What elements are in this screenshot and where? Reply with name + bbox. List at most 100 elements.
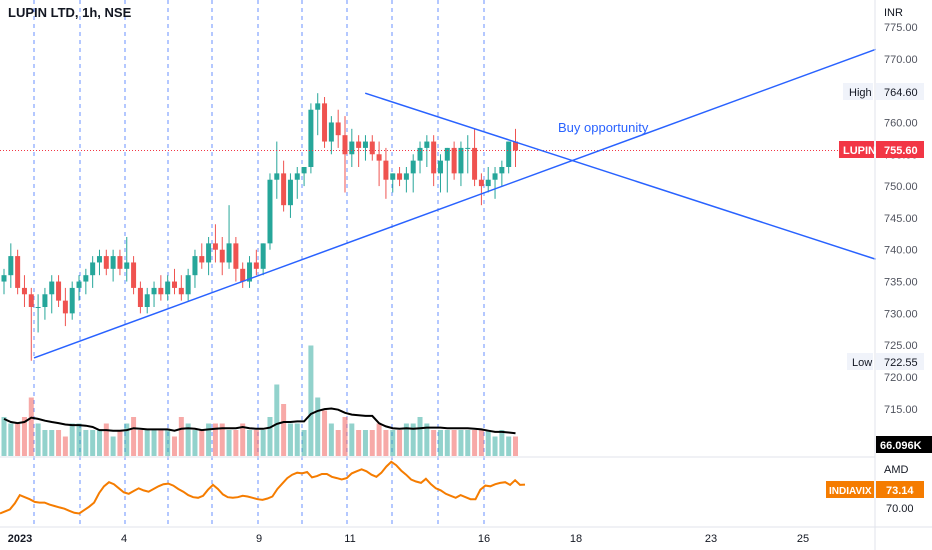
candle-body[interactable] — [274, 173, 280, 180]
candle-body[interactable] — [35, 307, 41, 308]
candle-body[interactable] — [499, 167, 505, 174]
candle-body[interactable] — [253, 262, 259, 269]
volume-bar — [90, 430, 96, 456]
candle-body[interactable] — [172, 281, 177, 288]
volume-bar — [315, 397, 321, 456]
candle-body[interactable] — [212, 243, 218, 250]
candle-body[interactable] — [369, 141, 375, 155]
candle-body[interactable] — [287, 179, 293, 206]
candle-body[interactable] — [424, 141, 430, 148]
candle-body[interactable] — [158, 287, 164, 295]
volume-bar — [233, 430, 239, 456]
candle-body[interactable] — [267, 179, 273, 244]
candle-body[interactable] — [472, 147, 478, 180]
candle-body[interactable] — [328, 122, 334, 142]
candle-body[interactable] — [110, 256, 116, 269]
trendline-upper[interactable] — [364, 92, 877, 260]
candle-body[interactable] — [397, 173, 403, 180]
candle-body[interactable] — [8, 256, 14, 276]
candle-body[interactable] — [233, 243, 239, 269]
volume-bar — [390, 430, 396, 456]
candle-body[interactable] — [90, 262, 96, 276]
candle-body[interactable] — [451, 147, 457, 174]
candle-body[interactable] — [185, 275, 191, 295]
volume-bar — [287, 423, 293, 456]
candle-body[interactable] — [96, 256, 102, 263]
candle-body[interactable] — [165, 281, 171, 295]
candle-body[interactable] — [506, 141, 512, 167]
candle-body[interactable] — [192, 256, 198, 276]
candle-body[interactable] — [417, 147, 423, 161]
candle-body[interactable] — [21, 287, 27, 295]
candle-body[interactable] — [28, 294, 34, 307]
candlesticks[interactable] — [1, 93, 519, 361]
candle-body[interactable] — [349, 141, 355, 155]
annotation-text[interactable]: Buy opportunity — [558, 120, 649, 135]
trendline-lower[interactable] — [33, 48, 877, 359]
candle-body[interactable] — [124, 262, 130, 269]
candle-body[interactable] — [485, 179, 491, 187]
volume-bar — [437, 430, 443, 456]
volume-bar — [410, 423, 416, 456]
low-label-bg — [847, 353, 873, 370]
candle-body[interactable] — [308, 109, 314, 167]
candle-body[interactable] — [219, 249, 225, 263]
candle-body[interactable] — [247, 262, 253, 282]
candle-body[interactable] — [301, 167, 307, 174]
volume-bar — [328, 423, 334, 456]
candle-body[interactable] — [437, 160, 443, 174]
candle-body[interactable] — [42, 294, 48, 307]
candle-body[interactable] — [356, 141, 362, 148]
vix-value: 73.14 — [886, 485, 914, 497]
candle-body[interactable] — [281, 173, 287, 206]
candle-body[interactable] — [492, 173, 498, 180]
candle-body[interactable] — [117, 256, 123, 269]
candle-body[interactable] — [458, 147, 464, 174]
candle-body[interactable] — [178, 287, 184, 295]
candle-body[interactable] — [49, 281, 55, 295]
candle-body[interactable] — [335, 122, 341, 136]
candle-body[interactable] — [144, 294, 150, 307]
candle-body[interactable] — [322, 103, 328, 142]
candle-body[interactable] — [444, 147, 450, 161]
candle-body[interactable] — [390, 173, 396, 180]
candle-body[interactable] — [513, 141, 518, 151]
candle-body[interactable] — [199, 256, 205, 263]
candle-body[interactable] — [62, 300, 68, 314]
volume-bar — [192, 430, 198, 456]
candle-body[interactable] — [478, 179, 484, 187]
candle-body[interactable] — [410, 160, 416, 174]
low-label: Low — [852, 357, 872, 369]
vix-label-bg — [826, 481, 874, 498]
vix-value-bg — [876, 481, 924, 498]
candle-body[interactable] — [137, 287, 143, 307]
candle-body[interactable] — [376, 154, 382, 161]
candle-body[interactable] — [206, 243, 212, 263]
candle-body[interactable] — [403, 173, 409, 180]
candle-body[interactable] — [431, 141, 437, 174]
price-tick-label: 730.00 — [884, 308, 918, 320]
candle-body[interactable] — [131, 262, 137, 288]
candle-body[interactable] — [83, 275, 89, 282]
candle-body[interactable] — [15, 256, 21, 288]
time-tick-label: 11 — [344, 533, 355, 545]
candle-body[interactable] — [69, 287, 75, 314]
candle-body[interactable] — [1, 275, 7, 282]
candle-body[interactable] — [240, 268, 246, 282]
candle-body[interactable] — [76, 281, 82, 288]
candle-body[interactable] — [383, 160, 389, 180]
volume-bar — [76, 423, 82, 456]
candle-body[interactable] — [294, 173, 300, 180]
candle-body[interactable] — [226, 243, 232, 263]
candle-body[interactable] — [342, 135, 348, 155]
candle-body[interactable] — [56, 281, 62, 301]
candle-body[interactable] — [260, 243, 266, 269]
candle-body[interactable] — [103, 256, 109, 269]
candle-body[interactable] — [315, 103, 321, 110]
candle-body[interactable] — [465, 147, 471, 149]
trendlines[interactable] — [33, 48, 877, 359]
candle-body[interactable] — [151, 287, 157, 295]
candle-body[interactable] — [362, 141, 368, 148]
